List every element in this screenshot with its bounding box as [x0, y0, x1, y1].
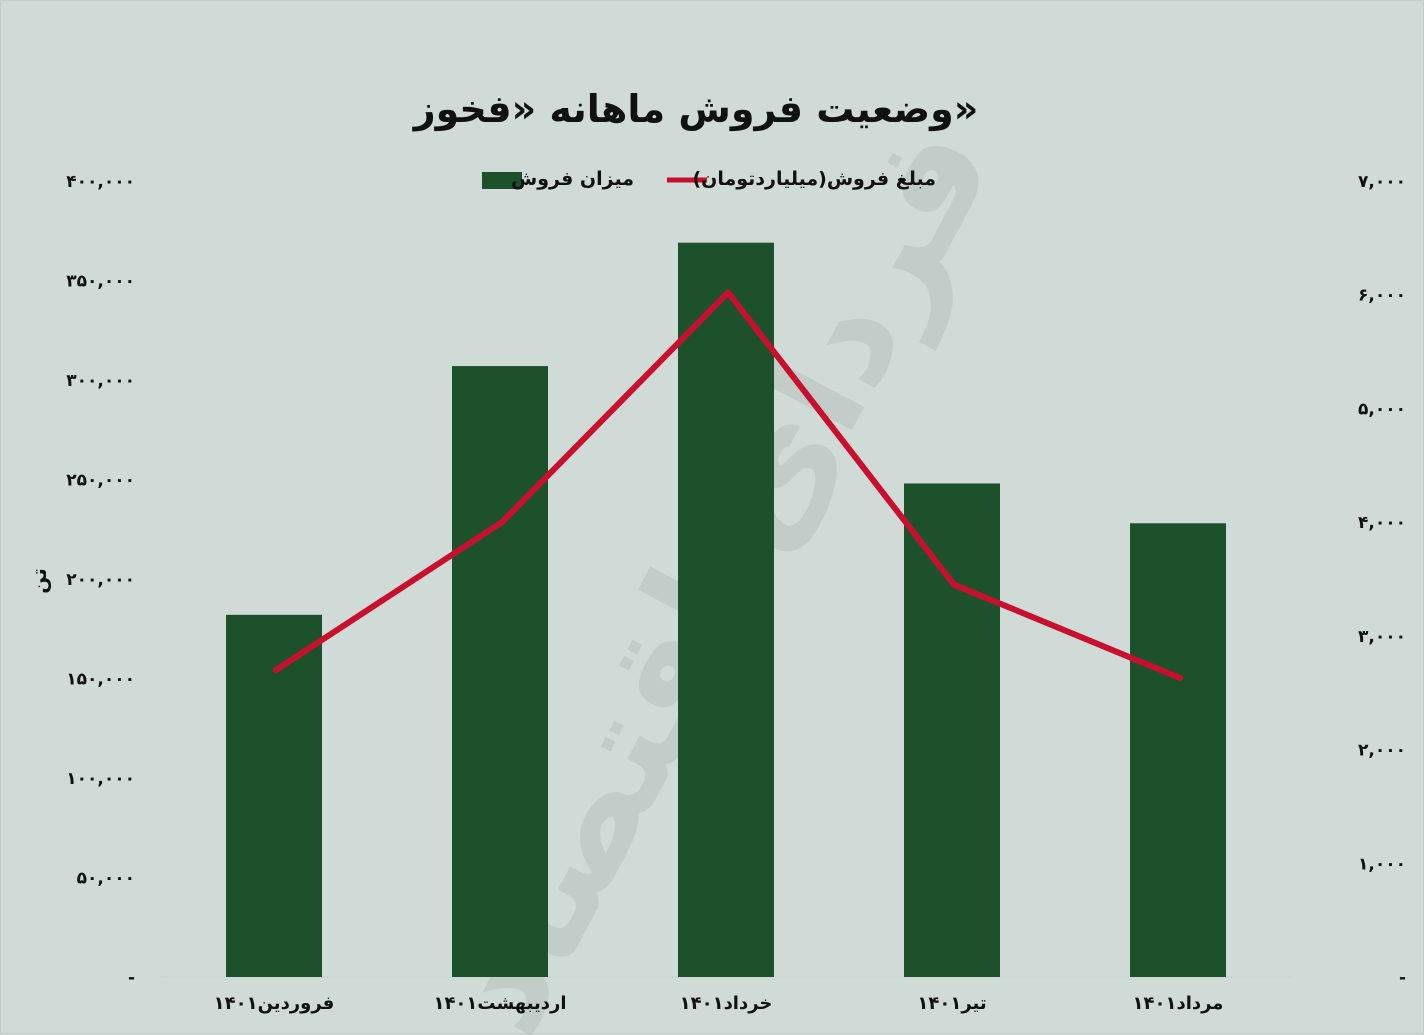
y-right-tick-label: ۱,۰۰۰: [1358, 854, 1406, 874]
line-point: [951, 581, 957, 588]
bar: [226, 614, 322, 977]
y-left-tick-label: ۳۰۰,۰۰۰: [66, 371, 135, 391]
bar-series: [226, 242, 1226, 977]
legend-item-bar-series: میزان فروش: [482, 168, 634, 190]
legend-item-line-series: مبلغ فروش(میلیاردتومان): [667, 168, 936, 190]
x-tick-label: خرداد۱۴۰۱: [680, 993, 773, 1014]
y-left-tick-label: ۱۵۰,۰۰۰: [66, 670, 135, 690]
y-left-tick-label: ۴۰۰,۰۰۰: [66, 172, 135, 192]
y-left-tick-label: -: [128, 968, 135, 988]
legend-label-line-series: مبلغ فروش(میلیاردتومان): [692, 168, 936, 190]
x-tick-label: مرداد۱۴۰۱: [1133, 993, 1224, 1014]
y-right-tick-label: -: [1399, 968, 1406, 988]
y-axis-left-label: تن: [27, 568, 51, 594]
y-right-tick-label: ۷,۰۰۰: [1358, 172, 1406, 192]
legend-bar-swatch: [482, 172, 522, 189]
bar: [904, 483, 1000, 977]
legend: میزان فروش مبلغ فروش(میلیاردتومان): [482, 168, 936, 190]
bar: [452, 366, 548, 977]
y-right-tick-label: ۵,۰۰۰: [1358, 399, 1406, 419]
y-right-tick-label: ۳,۰۰۰: [1358, 627, 1406, 647]
y-left-tick-label: ۵۰,۰۰۰: [77, 869, 135, 889]
y-axis-right: - ۱,۰۰۰ ۲,۰۰۰ ۳,۰۰۰ ۴,۰۰۰ ۵,۰۰۰ ۶,۰۰۰ ۷,۰۰۰: [1358, 172, 1406, 988]
y-left-tick-label: ۳۵۰,۰۰۰: [66, 272, 135, 292]
y-left-tick-label: ۱۰۰,۰۰۰: [66, 769, 135, 789]
bar: [678, 242, 774, 977]
y-right-tick-label: ۲,۰۰۰: [1358, 741, 1406, 761]
y-right-tick-label: ۶,۰۰۰: [1358, 286, 1406, 306]
y-left-tick-label: ۲۰۰,۰۰۰: [66, 570, 135, 590]
line-point: [273, 666, 279, 673]
x-axis-categories: فروردین۱۴۰۱ اردیبهشت۱۴۰۱ خرداد۱۴۰۱ تیر۱۴۰۱ م…: [214, 993, 1224, 1014]
legend-label-bar-series: میزان فروش: [511, 168, 634, 190]
x-tick-label: فروردین۱۴۰۱: [214, 993, 335, 1014]
bar: [1130, 523, 1226, 977]
y-axis-left: - ۵۰,۰۰۰ ۱۰۰,۰۰۰ ۱۵۰,۰۰۰ ۲۰۰,۰۰۰ ۲۵۰,۰۰۰ ۳۰۰,۰…: [66, 172, 135, 988]
line-point: [499, 519, 505, 526]
chart-title: وضعیت فروش ماهانه «فخوز»: [412, 87, 979, 132]
line-series: [273, 289, 1183, 681]
line-point: [725, 289, 731, 296]
x-tick-label: اردیبهشت۱۴۰۱: [433, 993, 566, 1014]
y-left-tick-label: ۲۵۰,۰۰۰: [66, 471, 135, 491]
x-tick-label: تیر۱۴۰۱: [917, 993, 986, 1014]
line-point: [1177, 674, 1183, 681]
y-right-tick-label: ۴,۰۰۰: [1358, 513, 1406, 533]
